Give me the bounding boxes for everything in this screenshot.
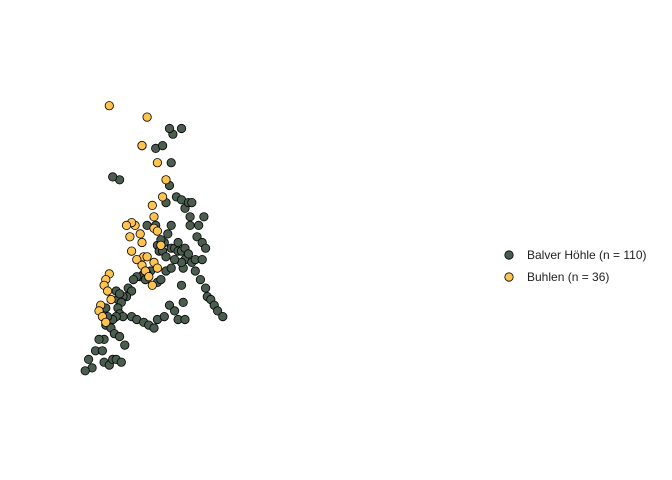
legend-marker-buhlen [504, 272, 514, 282]
data-point-balver [164, 123, 175, 134]
data-point-balver [120, 340, 130, 350]
data-point-buhlen [144, 272, 154, 282]
data-point-balver [192, 232, 202, 242]
data-point-balver [97, 346, 108, 356]
data-point-balver [161, 252, 171, 262]
data-point-buhlen [127, 246, 137, 256]
data-point-buhlen [156, 240, 166, 250]
data-point-buhlen [147, 280, 157, 290]
data-point-balver [176, 280, 187, 290]
data-point-balver [108, 172, 118, 182]
data-point-buhlen [152, 263, 162, 273]
data-point-balver [166, 220, 176, 230]
data-point-balver [164, 300, 175, 310]
data-point-balver [176, 123, 187, 134]
data-point-buhlen [152, 158, 162, 168]
data-point-buhlen [161, 175, 171, 185]
data-point-balver [156, 274, 166, 285]
data-point-buhlen [104, 101, 114, 111]
data-point-balver [127, 286, 137, 296]
data-point-balver [115, 289, 125, 299]
data-point-balver [128, 274, 138, 285]
data-point-balver [149, 323, 159, 333]
data-point-balver [84, 354, 94, 364]
data-point-buhlen [125, 232, 135, 242]
legend-marker-balver [504, 250, 514, 260]
data-point-balver [115, 331, 125, 342]
data-point-balver [190, 266, 200, 276]
data-point-balver [185, 212, 195, 222]
data-point-balver [163, 229, 173, 239]
data-point-buhlen [135, 229, 145, 239]
data-point-balver [158, 141, 168, 151]
data-point-balver [185, 220, 195, 230]
data-point-buhlen [106, 294, 116, 305]
data-point-balver [194, 220, 204, 230]
data-point-balver [170, 255, 180, 265]
data-point-balver [201, 283, 211, 293]
legend: Balver Höhle (n = 110) Buhlen (n = 36) [504, 248, 647, 284]
data-point-balver [195, 274, 205, 285]
data-point-balver [166, 158, 176, 168]
data-point-balver [166, 263, 176, 273]
data-point-buhlen [152, 226, 162, 236]
data-point-balver [170, 306, 180, 316]
data-point-balver [80, 366, 90, 376]
data-point-balver [159, 311, 169, 322]
data-point-buhlen [121, 220, 132, 230]
data-point-buhlen [137, 141, 147, 151]
data-point-balver [173, 237, 183, 248]
data-point-buhlen [147, 200, 157, 210]
data-point-buhlen [149, 212, 159, 222]
data-point-buhlen [103, 286, 113, 296]
data-point-buhlen [132, 255, 142, 265]
data-point-balver [197, 255, 207, 265]
data-point-buhlen [142, 252, 152, 262]
data-point-buhlen [158, 192, 168, 202]
data-point-buhlen [137, 237, 147, 248]
data-point-buhlen [142, 112, 152, 122]
data-point-balver [199, 212, 209, 222]
data-point-buhlen [101, 317, 111, 327]
legend-label-balver: Balver Höhle (n = 110) [527, 248, 647, 262]
data-point-balver [116, 357, 126, 367]
data-point-balver [183, 249, 193, 259]
data-point-balver [178, 297, 188, 307]
data-point-balver [213, 306, 223, 316]
data-point-balver [180, 314, 190, 325]
points-layer [80, 101, 228, 376]
legend-label-buhlen: Buhlen (n = 36) [527, 270, 609, 284]
data-point-balver [218, 311, 228, 322]
data-point-balver [187, 198, 197, 208]
data-point-balver [201, 243, 211, 253]
data-point-balver [94, 334, 104, 344]
